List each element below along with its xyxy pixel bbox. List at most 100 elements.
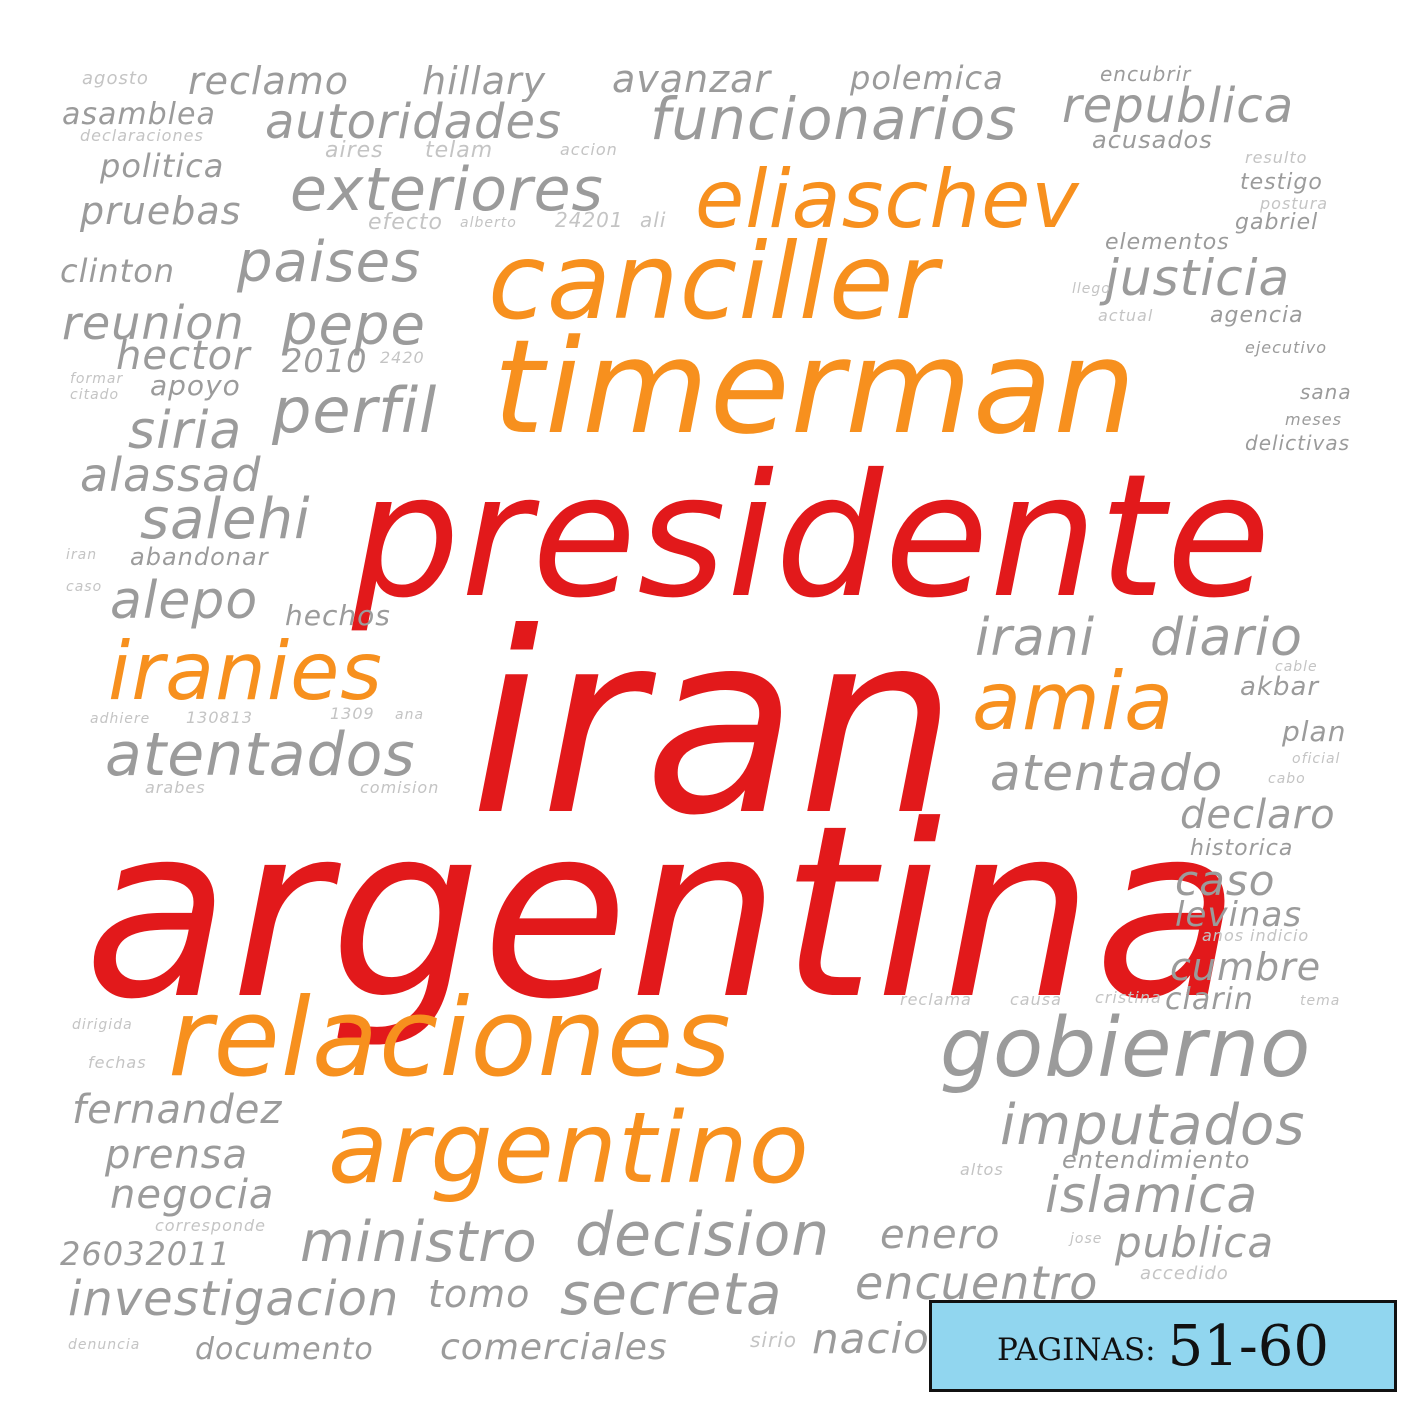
word-llego: llego <box>1072 281 1111 297</box>
word-iran-small: iran <box>66 547 98 563</box>
word-delictivas: delictivas <box>1245 431 1351 455</box>
word-decision: decision <box>575 1200 831 1270</box>
word-jose: jose <box>1070 1231 1103 1247</box>
word-apoyo: apoyo <box>150 369 241 402</box>
word-eliaschev: eliaschev <box>695 153 1080 246</box>
word-imputados: imputados <box>1000 1093 1306 1158</box>
word-pruebas: pruebas <box>80 189 242 233</box>
word-formar: formar <box>70 371 124 387</box>
word-justicia: justicia <box>1105 249 1291 307</box>
word-reunion: reunion <box>62 296 245 350</box>
word-accion: accion <box>560 140 618 159</box>
word-autoridades: autoridades <box>265 94 562 150</box>
word-sirio: sirio <box>750 1328 797 1352</box>
word-amia: amia <box>972 655 1175 748</box>
badge-range: 51-60 <box>1167 1313 1330 1379</box>
word-avanzar: avanzar <box>612 57 771 101</box>
word-aires: aires <box>325 138 384 163</box>
word-diario: diario <box>1150 608 1303 668</box>
word-funcionarios: funcionarios <box>650 85 1018 153</box>
word-secreta: secreta <box>560 1260 783 1328</box>
word-efecto: efecto <box>368 210 443 235</box>
word-corresponde: corresponde <box>155 1216 267 1235</box>
word-prensa: prensa <box>105 1132 249 1178</box>
word-acusados: acusados <box>1092 126 1213 154</box>
word-indicio: indicio <box>1250 926 1310 945</box>
word-26032011: 26032011 <box>60 1235 231 1273</box>
word-negocia: negocia <box>110 1172 275 1218</box>
word-entendimiento: entendimiento <box>1062 1146 1251 1174</box>
word-siria: siria <box>128 401 243 461</box>
word-iranies: iranies <box>108 625 383 718</box>
word-hechos: hechos <box>285 599 391 632</box>
word-alepo: alepo <box>110 571 259 631</box>
word-hector: hector <box>116 333 251 379</box>
word-oficial: oficial <box>1292 751 1341 767</box>
word-arabes: arabes <box>145 778 206 797</box>
word-24201: 24201 <box>555 208 624 232</box>
word-citado: citado <box>70 387 120 403</box>
word-argentino: argentino <box>328 1092 810 1206</box>
word-2420: 2420 <box>380 348 425 367</box>
word-investigacion: investigacion <box>68 1271 400 1327</box>
word-atentados: atentados <box>105 720 416 790</box>
word-exteriores: exteriores <box>290 155 604 225</box>
word-resulto: resulto <box>1245 148 1308 167</box>
word-abandonar: abandonar <box>130 543 269 571</box>
word-islamica: islamica <box>1045 1166 1259 1224</box>
word-caso: caso <box>1175 856 1276 905</box>
word-tomo: tomo <box>428 1272 531 1316</box>
word-ali: ali <box>640 208 667 232</box>
word-plan: plan <box>1282 715 1347 748</box>
word-postura: postura <box>1260 194 1329 213</box>
word-ejecutivo: ejecutivo <box>1245 338 1328 357</box>
word-agencia: agencia <box>1210 303 1304 328</box>
word-comerciales: comerciales <box>440 1327 668 1368</box>
word-perfil: perfil <box>272 374 438 447</box>
word-actual: actual <box>1098 306 1154 325</box>
word-clinton: clinton <box>60 252 176 290</box>
word-caso-small: caso <box>66 579 103 595</box>
word-salehi: salehi <box>140 487 311 552</box>
word-levinas: levinas <box>1175 895 1303 935</box>
word-gobierno: gobierno <box>940 1001 1312 1096</box>
word-encuentro: encuentro <box>855 1256 1099 1310</box>
word-anos: anos <box>1202 926 1245 945</box>
word-denuncia: denuncia <box>68 1337 141 1353</box>
word-1309: 1309 <box>330 704 375 723</box>
word-paises: paises <box>237 230 422 295</box>
word-2010: 2010 <box>282 342 368 380</box>
word-cabo: cabo <box>1268 771 1306 787</box>
word-agosto: agosto <box>82 68 149 89</box>
word-130813: 130813 <box>186 708 254 727</box>
word-gabriel: gabriel <box>1235 210 1319 235</box>
word-enero: enero <box>880 1212 1001 1258</box>
word-ana: ana <box>395 707 425 723</box>
word-canciller: canciller <box>488 221 939 343</box>
word-adhiere: adhiere <box>90 711 151 727</box>
word-argentina: argentina <box>84 775 1242 1052</box>
word-asamblea: asamblea <box>62 97 216 132</box>
word-presidente: presidente <box>352 438 1272 636</box>
word-iran: iran <box>470 579 958 870</box>
word-alberto: alberto <box>460 215 517 231</box>
word-fechas: fechas <box>88 1053 147 1072</box>
word-comision: comision <box>360 778 440 797</box>
word-atentado: atentado <box>990 744 1224 802</box>
word-sana: sana <box>1300 380 1352 404</box>
word-clarin: clarin <box>1165 982 1254 1017</box>
word-historica: historica <box>1190 836 1294 861</box>
page-range-badge: PAGINAS: 51-60 <box>929 1300 1397 1392</box>
word-ministro: ministro <box>300 1210 538 1275</box>
word-meses: meses <box>1285 410 1342 429</box>
word-alassad: alassad <box>80 448 262 502</box>
word-cumbre: cumbre <box>1170 945 1322 989</box>
word-politica: politica <box>100 147 225 185</box>
word-republica: republica <box>1062 78 1295 134</box>
word-cristina: cristina <box>1095 988 1162 1007</box>
word-declaraciones: declaraciones <box>80 126 204 145</box>
badge-label: PAGINAS: <box>996 1332 1156 1368</box>
word-publica: publica <box>1115 1218 1275 1267</box>
word-altos: altos <box>960 1160 1004 1179</box>
